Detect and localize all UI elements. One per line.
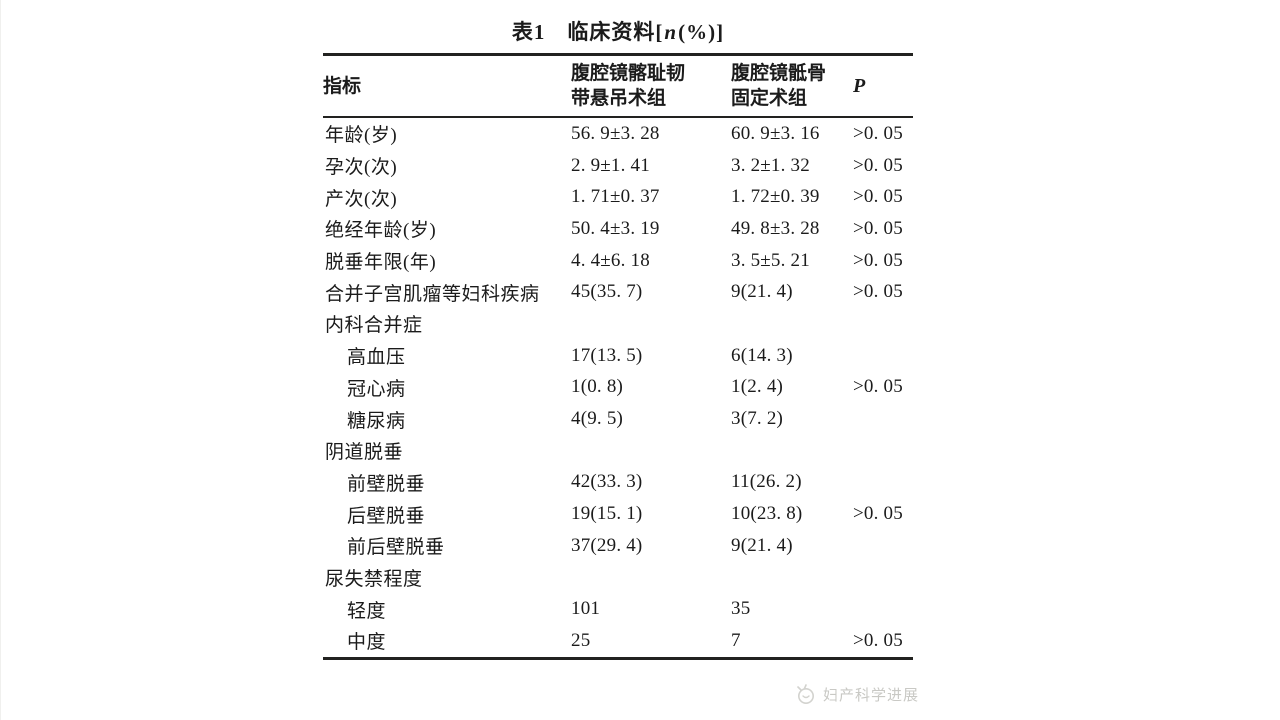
cell-group1-value: 42(33. 3) bbox=[571, 471, 643, 493]
header-group2: 腹腔镜骶骨 固定术组 bbox=[731, 63, 827, 109]
table-row: 高血压 17(13. 5) 6(14. 3) bbox=[323, 340, 913, 372]
cell-p-value: >0. 05 bbox=[853, 217, 903, 239]
table-title-prefix: 表1 临床资料[ bbox=[511, 20, 664, 44]
row-label: 冠心病 bbox=[347, 378, 406, 400]
cell-group1-value: 50. 4±3. 19 bbox=[571, 217, 660, 239]
row-label: 产次(次) bbox=[325, 188, 398, 210]
row-label: 糖尿病 bbox=[347, 410, 406, 432]
table-bottom-rule bbox=[323, 657, 913, 660]
cell-group1-value: 1(0. 8) bbox=[571, 376, 624, 398]
cell-p-value: >0. 05 bbox=[853, 376, 903, 398]
row-label: 中度 bbox=[347, 632, 387, 654]
table-row: 中度 25 7 >0. 05 bbox=[323, 625, 913, 657]
row-label: 前壁脱垂 bbox=[347, 473, 426, 495]
row-label: 年龄(岁) bbox=[325, 125, 398, 147]
table-row: 内科合并症 bbox=[323, 308, 913, 340]
cell-group1-value: 1. 71±0. 37 bbox=[571, 186, 660, 208]
row-label: 高血压 bbox=[347, 347, 406, 369]
cell-group2-value: 3(7. 2) bbox=[731, 408, 784, 430]
cell-group2-value: 3. 5±5. 21 bbox=[731, 249, 810, 271]
row-label: 绝经年龄(岁) bbox=[325, 220, 437, 242]
cell-group1-value: 37(29. 4) bbox=[571, 534, 643, 556]
table-row: 阴道脱垂 bbox=[323, 435, 913, 467]
table-row: 合并子宫肌瘤等妇科疾病 45(35. 7) 9(21. 4) >0. 05 bbox=[323, 276, 913, 308]
journal-logo-icon bbox=[797, 684, 814, 704]
table-row: 产次(次) 1. 71±0. 37 1. 72±0. 39 >0. 05 bbox=[323, 181, 913, 213]
table-row: 孕次(次) 2. 9±1. 41 3. 2±1. 32 >0. 05 bbox=[323, 150, 913, 182]
row-label: 轻度 bbox=[347, 600, 387, 622]
table-title-suffix: (%)] bbox=[678, 20, 725, 44]
table-top-rule bbox=[323, 53, 913, 56]
table-body: 年龄(岁) 56. 9±3. 28 60. 9±3. 16 >0. 05 孕次(次) 2.… bbox=[323, 118, 913, 657]
row-label: 阴道脱垂 bbox=[325, 442, 404, 464]
cell-group2-value: 9(21. 4) bbox=[731, 534, 793, 556]
table-row: 冠心病 1(0. 8) 1(2. 4) >0. 05 bbox=[323, 372, 913, 404]
cell-group1-value: 56. 9±3. 28 bbox=[571, 122, 660, 144]
row-label: 合并子宫肌瘤等妇科疾病 bbox=[325, 283, 540, 305]
cell-p-value: >0. 05 bbox=[853, 186, 903, 208]
cell-p-value: >0. 05 bbox=[853, 629, 903, 651]
cell-group2-value: 7 bbox=[731, 629, 741, 651]
cell-group2-value: 3. 2±1. 32 bbox=[731, 154, 810, 176]
cell-group2-value: 11(26. 2) bbox=[731, 471, 802, 493]
row-label: 后壁脱垂 bbox=[347, 505, 426, 527]
table-row: 绝经年龄(岁) 50. 4±3. 19 49. 8±3. 28 >0. 05 bbox=[323, 213, 913, 245]
table-row: 脱垂年限(年) 4. 4±6. 18 3. 5±5. 21 >0. 05 bbox=[323, 245, 913, 277]
table-row: 年龄(岁) 56. 9±3. 28 60. 9±3. 16 >0. 05 bbox=[323, 118, 913, 150]
header-p-value: P bbox=[853, 74, 866, 97]
header-indicator: 指标 bbox=[323, 75, 362, 97]
table-title: 表1 临床资料[n(%)] bbox=[323, 16, 913, 46]
cell-p-value: >0. 05 bbox=[853, 503, 903, 525]
table-header-rule bbox=[323, 116, 913, 118]
table-row: 前后壁脱垂 37(29. 4) 9(21. 4) bbox=[323, 530, 913, 562]
table-row: 糖尿病 4(9. 5) 3(7. 2) bbox=[323, 403, 913, 435]
cell-p-value: >0. 05 bbox=[853, 154, 903, 176]
cell-group2-value: 10(23. 8) bbox=[731, 503, 803, 525]
cell-group2-value: 1(2. 4) bbox=[731, 376, 784, 398]
table-row: 轻度 101 35 bbox=[323, 593, 913, 625]
row-label: 脱垂年限(年) bbox=[325, 252, 437, 274]
cell-group1-value: 4. 4±6. 18 bbox=[571, 249, 650, 271]
table-row: 尿失禁程度 bbox=[323, 562, 913, 594]
cell-group1-value: 101 bbox=[571, 598, 601, 620]
cell-group2-value: 60. 9±3. 16 bbox=[731, 122, 820, 144]
row-label: 尿失禁程度 bbox=[325, 568, 423, 590]
row-label: 孕次(次) bbox=[325, 157, 398, 179]
watermark-text: 妇产科学进展 bbox=[823, 686, 920, 704]
cell-group1-value: 25 bbox=[571, 629, 591, 651]
cell-group1-value: 45(35. 7) bbox=[571, 281, 643, 303]
table-row: 后壁脱垂 19(15. 1) 10(23. 8) >0. 05 bbox=[323, 498, 913, 530]
table-title-n: n bbox=[664, 20, 678, 44]
cell-p-value: >0. 05 bbox=[853, 249, 903, 271]
header-group1: 腹腔镜髂耻韧 带悬吊术组 bbox=[571, 63, 686, 109]
cell-group2-value: 1. 72±0. 39 bbox=[731, 186, 820, 208]
cell-group1-value: 4(9. 5) bbox=[571, 408, 624, 430]
table-header-row: 指标 腹腔镜髂耻韧 带悬吊术组 腹腔镜骶骨 固定术组 P bbox=[323, 56, 913, 116]
cell-p-value: >0. 05 bbox=[853, 281, 903, 303]
cell-p-value: >0. 05 bbox=[853, 122, 903, 144]
cell-group1-value: 2. 9±1. 41 bbox=[571, 154, 650, 176]
cell-group2-value: 49. 8±3. 28 bbox=[731, 217, 820, 239]
row-label: 前后壁脱垂 bbox=[347, 537, 445, 559]
cell-group2-value: 35 bbox=[731, 598, 751, 620]
cell-group2-value: 9(21. 4) bbox=[731, 281, 793, 303]
cell-group2-value: 6(14. 3) bbox=[731, 344, 793, 366]
row-label: 内科合并症 bbox=[325, 315, 423, 337]
cell-group1-value: 17(13. 5) bbox=[571, 344, 643, 366]
cell-group1-value: 19(15. 1) bbox=[571, 503, 643, 525]
watermark: 妇产科学进展 bbox=[794, 683, 919, 705]
table-row: 前壁脱垂 42(33. 3) 11(26. 2) bbox=[323, 467, 913, 499]
